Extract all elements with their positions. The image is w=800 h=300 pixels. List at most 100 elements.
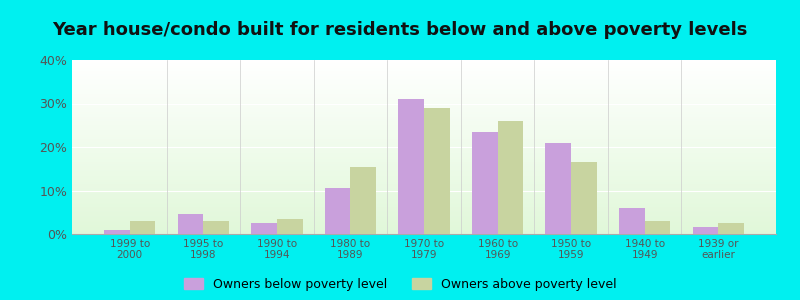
Bar (72, 89, 776, 90)
Bar (72, 147, 776, 148)
Bar (72, 121, 776, 122)
Bar (72, 221, 776, 222)
Bar (72, 142, 776, 143)
Bar (72, 76, 776, 77)
Bar (72, 202, 776, 203)
Bar (72, 123, 776, 124)
Bar (424, 108, 450, 234)
Bar (72, 205, 776, 206)
Bar (72, 164, 776, 165)
Bar (72, 120, 776, 121)
Bar (398, 99, 424, 234)
Bar (72, 101, 776, 102)
Bar (72, 161, 776, 162)
Bar (72, 165, 776, 166)
Bar (72, 172, 776, 173)
Bar (571, 162, 597, 234)
Bar (72, 61, 776, 62)
Bar (72, 114, 776, 115)
Bar (72, 64, 776, 65)
Bar (72, 74, 776, 75)
Bar (546, 143, 571, 234)
Bar (72, 97, 776, 98)
Text: Year house/condo built for residents below and above poverty levels: Year house/condo built for residents bel… (52, 21, 748, 39)
Bar (72, 66, 776, 67)
Bar (72, 108, 776, 109)
Bar (645, 221, 670, 234)
Bar (619, 208, 645, 234)
Bar (72, 88, 776, 89)
Bar (72, 117, 776, 118)
Bar (72, 207, 776, 208)
Bar (72, 91, 776, 92)
Bar (72, 200, 776, 201)
Bar (72, 154, 776, 155)
Bar (72, 151, 776, 152)
Bar (72, 208, 776, 209)
Bar (72, 111, 776, 112)
Bar (472, 132, 498, 234)
Bar (72, 85, 776, 86)
Bar (72, 203, 776, 204)
Bar (72, 128, 776, 129)
Bar (72, 68, 776, 69)
Bar (72, 185, 776, 186)
Bar (72, 168, 776, 169)
Bar (72, 174, 776, 175)
Bar (72, 190, 776, 191)
Bar (72, 105, 776, 106)
Bar (72, 228, 776, 229)
Bar (72, 162, 776, 163)
Bar (72, 206, 776, 207)
Bar (72, 86, 776, 87)
Bar (72, 223, 776, 224)
Bar (104, 230, 130, 234)
Bar (72, 179, 776, 180)
Bar (72, 69, 776, 70)
Bar (203, 221, 229, 234)
Bar (72, 189, 776, 190)
Bar (72, 104, 776, 105)
Bar (72, 173, 776, 174)
Bar (72, 169, 776, 170)
Bar (72, 119, 776, 120)
Bar (72, 90, 776, 91)
Bar (72, 171, 776, 172)
Bar (72, 148, 776, 149)
Bar (72, 78, 776, 79)
Bar (350, 167, 376, 234)
Bar (72, 98, 776, 99)
Bar (72, 62, 776, 63)
Bar (72, 73, 776, 74)
Bar (72, 112, 776, 113)
Bar (72, 233, 776, 234)
Bar (72, 160, 776, 161)
Bar (72, 133, 776, 134)
Bar (72, 217, 776, 218)
Bar (178, 214, 203, 234)
Bar (325, 188, 350, 234)
Bar (72, 176, 776, 177)
Bar (72, 199, 776, 200)
Bar (72, 125, 776, 126)
Bar (72, 187, 776, 188)
Bar (72, 67, 776, 68)
Bar (72, 216, 776, 217)
Bar (72, 96, 776, 97)
Bar (72, 157, 776, 158)
Bar (718, 223, 744, 234)
Bar (72, 75, 776, 76)
Bar (72, 115, 776, 116)
Bar (72, 95, 776, 96)
Bar (72, 60, 776, 61)
Bar (72, 103, 776, 104)
Bar (72, 130, 776, 131)
Bar (72, 100, 776, 101)
Bar (72, 72, 776, 73)
Bar (72, 87, 776, 88)
Bar (72, 226, 776, 227)
Bar (72, 186, 776, 187)
Bar (72, 99, 776, 100)
Bar (72, 145, 776, 146)
Bar (130, 221, 155, 234)
